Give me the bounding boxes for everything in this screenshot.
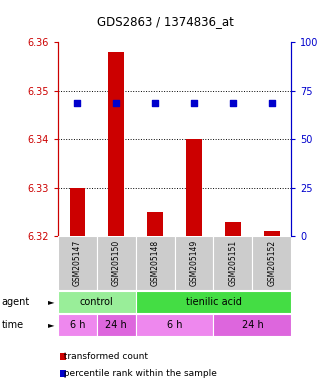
Point <box>269 100 274 106</box>
Bar <box>60 353 66 360</box>
Text: GSM205149: GSM205149 <box>190 240 199 286</box>
Bar <box>174 236 213 290</box>
Bar <box>109 52 124 236</box>
Text: time: time <box>2 320 24 330</box>
Bar <box>213 236 252 290</box>
Text: GDS2863 / 1374836_at: GDS2863 / 1374836_at <box>97 15 234 28</box>
Point <box>230 100 236 106</box>
Bar <box>97 236 136 290</box>
Text: GSM205148: GSM205148 <box>151 240 160 286</box>
Text: GSM205147: GSM205147 <box>73 240 82 286</box>
Bar <box>60 370 66 377</box>
Point <box>153 100 158 106</box>
Text: 6 h: 6 h <box>70 320 85 330</box>
Text: ►: ► <box>48 297 55 306</box>
Bar <box>58 291 136 313</box>
Text: control: control <box>80 297 114 307</box>
Text: GSM205152: GSM205152 <box>267 240 276 286</box>
Bar <box>70 188 85 236</box>
Text: GSM205150: GSM205150 <box>112 240 121 286</box>
Bar <box>58 236 97 290</box>
Bar <box>213 314 291 336</box>
Point <box>191 100 197 106</box>
Text: ►: ► <box>48 320 55 329</box>
Bar <box>147 212 163 236</box>
Bar <box>136 291 291 313</box>
Text: 24 h: 24 h <box>105 320 127 330</box>
Text: percentile rank within the sample: percentile rank within the sample <box>58 369 217 378</box>
Text: 24 h: 24 h <box>242 320 263 330</box>
Bar <box>186 139 202 236</box>
Point <box>75 100 80 106</box>
Bar <box>264 231 280 236</box>
Bar <box>136 314 213 336</box>
Bar <box>58 314 97 336</box>
Text: agent: agent <box>2 297 30 307</box>
Point <box>114 100 119 106</box>
Text: GSM205151: GSM205151 <box>228 240 237 286</box>
Bar <box>252 236 291 290</box>
Text: 6 h: 6 h <box>167 320 182 330</box>
Bar <box>225 222 241 236</box>
Bar <box>97 314 136 336</box>
Text: tienilic acid: tienilic acid <box>186 297 241 307</box>
Bar <box>136 236 174 290</box>
Text: transformed count: transformed count <box>58 352 148 361</box>
